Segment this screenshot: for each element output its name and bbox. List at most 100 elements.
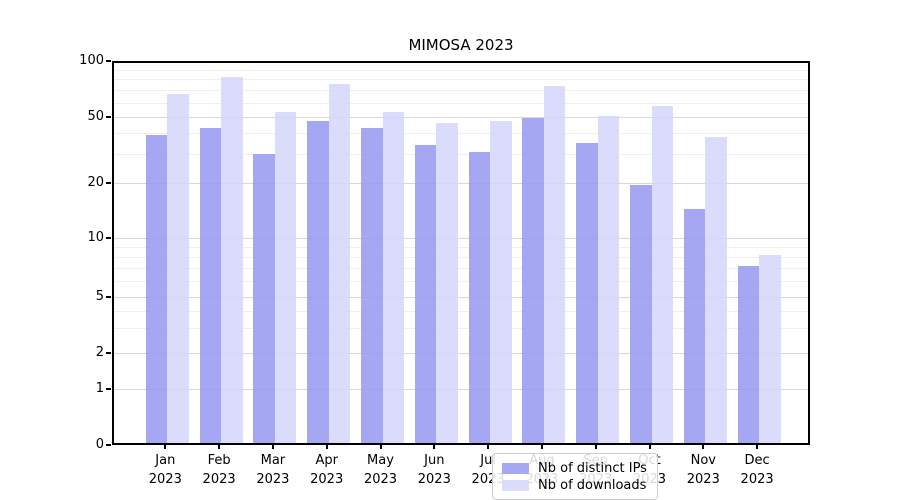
bar-downloads-may	[382, 112, 404, 443]
y-tick-label: 20	[87, 174, 104, 190]
x-tick-label-feb: Feb 2023	[187, 451, 251, 489]
x-tick-mark	[164, 445, 167, 449]
x-tick-month: May	[367, 453, 394, 468]
plot-canvas	[114, 63, 808, 443]
legend-item-downloads: Nb of downloads	[502, 477, 648, 493]
y-tick-mark	[106, 181, 111, 184]
y-tick-label: 5	[95, 289, 104, 304]
x-tick-year: 2023	[202, 472, 236, 487]
major-gridline	[114, 353, 808, 355]
x-tick-label-dec: Dec 2023	[725, 451, 789, 489]
x-tick-month: Apr	[315, 453, 338, 468]
x-tick-month: Nov	[690, 453, 716, 468]
x-tick-mark	[487, 445, 490, 449]
bar-distinct-ips-jun	[414, 145, 437, 443]
x-tick-mark	[379, 445, 382, 449]
x-tick-mark	[594, 445, 597, 449]
bar-downloads-feb	[221, 77, 243, 443]
bar-distinct-ips-may	[361, 127, 383, 443]
x-tick-label-apr: Apr 2023	[295, 451, 359, 489]
y-tick-mark	[106, 116, 111, 119]
x-tick-mark	[540, 445, 543, 449]
x-tick-mark	[702, 445, 705, 449]
bar-distinct-ips-apr	[307, 121, 329, 443]
y-tick-label: 1	[95, 380, 104, 396]
x-tick-mark	[271, 445, 274, 449]
x-tick-mark	[218, 445, 221, 449]
x-tick-mark	[648, 445, 651, 449]
major-gridline	[114, 388, 808, 390]
x-tick-mark	[325, 445, 328, 449]
x-tick-label-nov: Nov 2023	[671, 451, 735, 489]
plot-area: Nb of distinct IPs Nb of downloads	[112, 61, 810, 500]
major-gridline	[114, 182, 808, 184]
minor-gridline	[114, 154, 808, 155]
legend-label-distinct-ips: Nb of distinct IPs	[538, 460, 647, 476]
y-tick-label: 2	[95, 345, 104, 361]
x-tick-month: Dec	[744, 453, 770, 468]
major-gridline	[114, 297, 808, 298]
minor-gridline	[114, 246, 808, 248]
y-tick-mark	[106, 296, 111, 298]
x-tick-year: 2023	[740, 472, 774, 487]
x-tick-year: 2023	[417, 472, 451, 487]
bar-distinct-ips-dec	[737, 266, 760, 443]
bar-downloads-oct	[651, 106, 673, 443]
x-tick-year: 2023	[363, 472, 398, 487]
y-tick-label: 0	[95, 437, 104, 452]
minor-gridline	[114, 281, 808, 283]
x-tick-mark	[756, 445, 759, 449]
y-tick-label: 10	[87, 229, 104, 245]
minor-gridline	[114, 102, 808, 104]
bar-distinct-ips-sep	[576, 143, 598, 443]
minor-gridline	[114, 256, 808, 258]
x-tick-label-mar: Mar 2023	[241, 451, 305, 489]
bar-downloads-dec	[759, 255, 781, 443]
legend: Nb of distinct IPs Nb of downloads	[492, 453, 658, 500]
legend-label-downloads: Nb of downloads	[538, 477, 647, 493]
y-tick-mark	[106, 60, 111, 62]
legend-item-distinct-ips: Nb of distinct IPs	[502, 460, 648, 476]
bar-downloads-apr	[328, 83, 351, 443]
legend-swatch-downloads	[502, 479, 529, 491]
legend-swatch-distinct-ips	[502, 462, 529, 474]
minor-gridline	[114, 133, 808, 135]
minor-gridline	[114, 310, 808, 312]
y-tick-mark	[106, 352, 111, 355]
bar-distinct-ips-jan	[145, 135, 168, 443]
minor-gridline	[114, 90, 808, 92]
x-tick-year: 2023	[310, 472, 344, 487]
major-gridline	[114, 237, 808, 239]
chart-title: MIMOSA 2023	[408, 36, 514, 54]
y-tick-label: 50	[87, 109, 104, 125]
bar-distinct-ips-aug	[522, 118, 544, 443]
bar-downloads-jul	[490, 121, 512, 443]
x-tick-label-may: May 2023	[349, 451, 413, 489]
bar-downloads-sep	[597, 115, 620, 443]
bar-distinct-ips-feb	[199, 127, 222, 443]
major-gridline	[114, 117, 808, 119]
x-tick-year: 2023	[148, 472, 182, 487]
x-tick-month: Jan	[155, 453, 176, 468]
y-tick-mark	[106, 236, 111, 239]
minor-gridline	[114, 268, 808, 270]
x-tick-year: 2023	[686, 472, 720, 487]
bar-downloads-aug	[543, 85, 566, 443]
bar-distinct-ips-oct	[630, 185, 652, 443]
minor-gridline	[114, 69, 808, 71]
bar-distinct-ips-mar	[253, 154, 275, 443]
x-tick-month: Mar	[260, 453, 286, 468]
y-tick-label: 100	[79, 53, 104, 68]
bar-downloads-jun	[436, 123, 458, 443]
bar-downloads-mar	[274, 112, 297, 443]
x-tick-label-jan: Jan 2023	[133, 451, 197, 489]
bar-distinct-ips-jul	[468, 152, 491, 443]
bar-distinct-ips-nov	[683, 209, 706, 443]
minor-gridline	[114, 79, 808, 81]
bar-downloads-jan	[167, 94, 189, 443]
x-tick-month: Feb	[207, 453, 231, 468]
x-tick-year: 2023	[256, 472, 290, 487]
x-tick-month: Jun	[424, 453, 445, 468]
y-tick-mark	[106, 444, 111, 446]
